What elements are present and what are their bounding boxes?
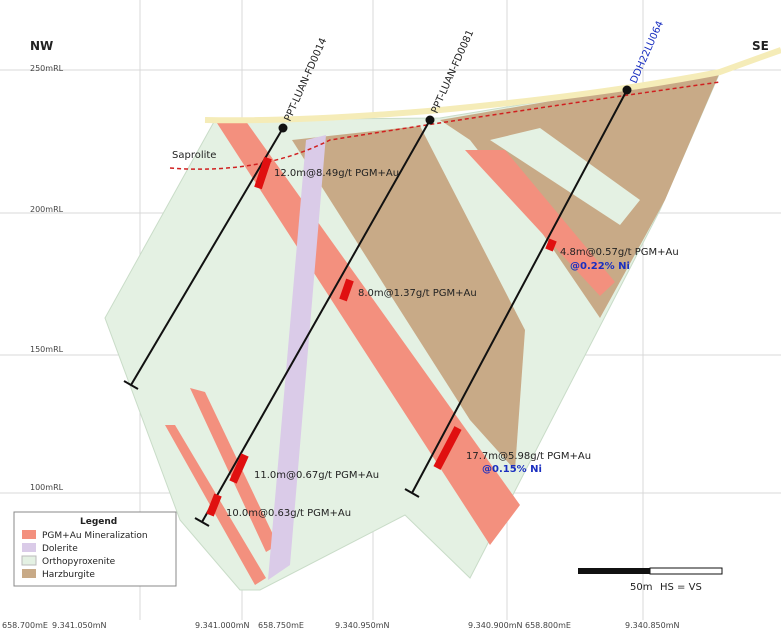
scale-bar: 50m HS = VS [578,567,723,593]
intercept-label: 17.7m@5.98g/t PGM+Au [466,451,591,462]
drillhole [411,89,628,494]
intercept-mark [229,453,249,484]
coordinate-label: 658.800mE [525,621,571,630]
pgm-zone [215,120,520,545]
legend-item: Orthopyroxenite [42,557,116,567]
intercept-label: 4.8m@0.57g/t PGM+Au [560,247,679,258]
legend: Legend PGM+Au Mineralization Dolerite Or… [13,511,177,587]
intercept-mark [206,493,222,517]
drillholes [123,85,632,527]
saprolite-boundary [169,81,721,170]
intercept-label: 11.0m@0.67g/t PGM+Au [254,470,379,481]
scale-segment [578,568,650,574]
drillhole [130,127,284,386]
hole-end [404,488,420,498]
coordinates: 658.700mE 9.341.050mN 9.341.000mN 658.75… [2,621,680,630]
legend-item: PGM+Au Mineralization [42,531,148,541]
hole-end [194,517,210,527]
dolerite [268,135,326,580]
legend-box [13,511,177,587]
legend-swatch [21,555,37,566]
surface [204,47,781,124]
coordinate-label: 9.340.850mN [625,621,680,630]
compass-label: SE [752,39,769,53]
elevation-label: 150mRL [30,345,64,354]
orthopyroxenite [490,128,640,225]
nickel-label: @0.22% Ni [570,261,630,272]
intercept-mark [254,156,272,190]
elevation-label: 250mRL [30,64,64,73]
saprolite-label: Saprolite [172,150,216,161]
pgm-zone [465,150,615,296]
elevation-label: 100mRL [30,483,64,492]
legend-swatch [22,543,36,552]
coordinate-label: 9.341.050mN [52,621,107,630]
scale-ratio: HS = VS [660,582,702,593]
nickel-label: @0.15% Ni [482,464,542,475]
legend-item: Dolerite [42,544,78,554]
drillhole [201,119,431,523]
legend-swatch [22,530,36,539]
legend-item: Harzburgite [42,570,95,580]
scale-length: 50m [630,582,652,593]
legend-title: Legend [80,517,117,527]
coordinate-label: 9.341.000mN [195,621,250,630]
coordinate-label: 658.750mE [258,621,304,630]
legend-swatch [22,569,36,578]
intercept-label: 8.0m@1.37g/t PGM+Au [358,288,477,299]
collar [278,123,288,133]
coordinate-label: 658.700mE [2,621,48,630]
collar [425,115,435,125]
intercept-label: 10.0m@0.63g/t PGM+Au [226,508,351,519]
hole-end [123,380,139,390]
collar [622,85,632,95]
intercept-label: 12.0m@8.49g/t PGM+Au [274,168,399,179]
intercept-mark [545,238,557,252]
elevation-label: 200mRL [30,205,64,214]
scale-segment [649,567,723,575]
intercept-mark [433,426,462,470]
intercept-mark [339,278,354,302]
coordinate-label: 9.340.950mN [335,621,390,630]
harzburgite [292,126,525,470]
coordinate-label: 9.340.900mN [468,621,523,630]
compass-label: NW [30,39,53,53]
